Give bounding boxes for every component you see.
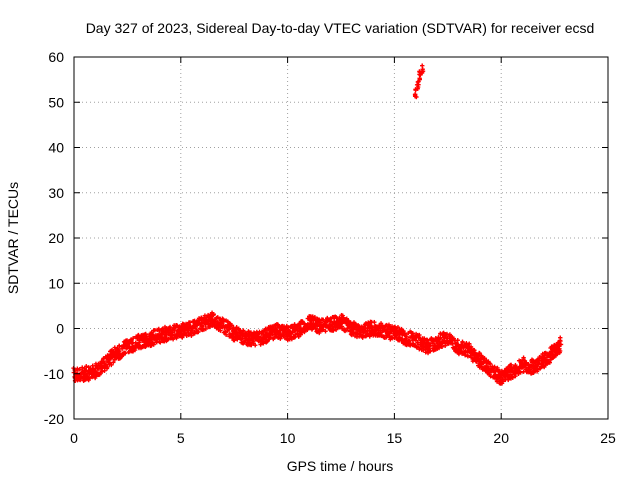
- data-point: [278, 336, 283, 341]
- data-point: [468, 344, 474, 350]
- data-point: [323, 329, 328, 334]
- data-point: [91, 368, 96, 373]
- data-point: [460, 340, 465, 346]
- data-point: [130, 335, 136, 341]
- data-point: [428, 349, 433, 354]
- data-point: [273, 332, 278, 338]
- data-point: [425, 338, 430, 343]
- data-point: [395, 325, 401, 330]
- data-point: [372, 319, 377, 325]
- data-point: [455, 338, 460, 343]
- data-point: [150, 340, 155, 345]
- data-point: [422, 336, 427, 341]
- chart-title: Day 327 of 2023, Sidereal Day-to-day VTE…: [86, 20, 595, 36]
- data-point: [172, 325, 177, 331]
- data-point: [194, 323, 200, 328]
- data-point: [393, 326, 398, 331]
- data-point: [241, 328, 246, 333]
- data-point: [393, 333, 399, 338]
- data-point: [223, 332, 229, 338]
- data-point: [151, 342, 156, 347]
- data-point: [368, 331, 373, 336]
- data-point: [93, 374, 99, 379]
- data-point: [123, 351, 128, 356]
- data-point: [127, 344, 132, 350]
- data-point: [271, 335, 277, 341]
- data-point: [439, 344, 445, 350]
- data-point: [245, 338, 250, 344]
- data-point: [360, 335, 365, 340]
- data-point: [200, 324, 205, 329]
- data-point: [157, 339, 162, 345]
- data-point: [406, 338, 412, 344]
- data-point: [90, 363, 95, 368]
- data-point: [261, 341, 266, 346]
- data-point: [344, 316, 349, 321]
- data-point: [428, 343, 433, 348]
- data-point: [317, 318, 322, 323]
- data-point: [415, 340, 421, 345]
- data-point: [143, 331, 148, 337]
- data-point: [421, 347, 426, 353]
- data-point: [112, 345, 117, 350]
- data-point: [109, 362, 114, 368]
- data-point: [111, 360, 116, 365]
- data-point: [312, 314, 318, 320]
- data-point: [170, 337, 176, 342]
- data-point: [253, 343, 258, 348]
- data-point: [87, 375, 92, 381]
- data-point: [445, 336, 450, 341]
- data-point: [447, 332, 453, 337]
- data-point: [370, 325, 375, 330]
- data-point: [288, 329, 293, 334]
- data-point: [77, 367, 82, 372]
- data-point: [196, 329, 201, 335]
- data-point: [378, 321, 384, 326]
- data-point: [84, 364, 89, 369]
- data-point: [203, 326, 208, 332]
- data-points: [71, 63, 564, 386]
- data-point: [426, 340, 432, 346]
- data-point: [331, 328, 336, 333]
- data-point: [105, 364, 110, 370]
- data-point: [211, 311, 216, 317]
- data-point: [180, 335, 185, 340]
- data-point: [232, 338, 237, 343]
- data-point: [116, 343, 122, 349]
- data-point: [167, 324, 173, 330]
- data-point: [302, 329, 307, 335]
- data-point: [117, 349, 122, 355]
- data-point: [218, 328, 223, 333]
- data-point: [340, 315, 345, 321]
